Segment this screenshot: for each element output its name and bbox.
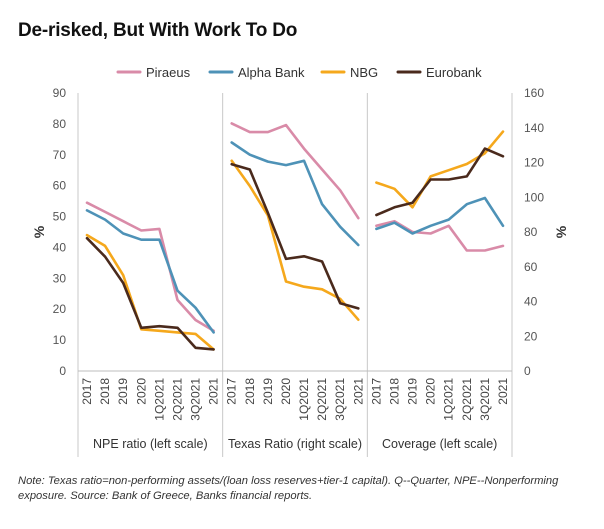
category-label: 2021 [351,378,365,405]
series-line-nbg-group-2 [230,159,360,322]
right-tick-label: 0 [524,364,531,378]
category-label: 3Q2021 [333,378,347,421]
right-tick-label: 80 [524,225,538,239]
category-label: 2Q2021 [171,378,185,421]
x-axis-labels: 2017 2018 2019 2020 1Q2021 2Q2021 3Q2021 2021 NP… [80,378,510,451]
left-axis-label: % [31,225,47,238]
legend-label-eurobank: Eurobank [426,65,482,80]
left-tick-label: 0 [59,364,66,378]
series-line-piraeus-group-2 [230,122,360,220]
right-axis-label: % [553,225,569,238]
category-label: 2019 [261,378,275,405]
chart-title: De-risked, But With Work To Do [18,20,298,41]
series-line-eurobank-group-1 [85,236,215,351]
series-line-eurobank-group-2 [230,162,360,310]
series-line-piraeus-group-1 [85,201,215,333]
left-tick-label: 90 [53,86,67,100]
right-tick-label: 100 [524,190,544,204]
category-label: 3Q2021 [478,378,492,421]
right-tick-label: 140 [524,121,544,135]
legend-label-alpha-bank: Alpha Bank [238,65,305,80]
left-tick-label: 60 [53,179,67,193]
category-label: 2020 [279,378,293,405]
category-label: 2021 [496,378,510,405]
right-tick-label: 120 [524,156,544,170]
category-label: 1Q2021 [152,378,166,421]
category-label: 2020 [134,378,148,405]
chart-note: Note: Texas ratio=non-performing assets/… [18,475,559,502]
category-label: 2Q2021 [460,378,474,421]
category-label: 2017 [369,378,383,405]
series-line-alpha-bank-group-3 [375,196,505,235]
axes: 0 10 20 30 40 50 60 70 80 90 0 20 40 60 80 100 120 140 160… [31,86,569,378]
left-tick-label: 10 [53,333,67,347]
right-tick-label: 40 [524,295,538,309]
category-label: 2019 [116,378,130,405]
category-label: 2019 [406,378,420,405]
category-label: 2021 [207,378,221,405]
category-label: 2Q2021 [315,378,329,421]
group-label: NPE ratio (left scale) [93,437,208,451]
legend-label-piraeus: Piraeus [146,65,191,80]
right-tick-label: 60 [524,260,538,274]
left-tick-label: 40 [53,240,67,254]
series-line-nbg-group-1 [85,233,215,351]
category-label: 3Q2021 [189,378,203,421]
series-line-alpha-bank-group-1 [85,209,215,334]
category-label: 2018 [243,378,257,405]
legend-label-nbg: NBG [350,65,378,80]
group-dividers [77,93,513,457]
group-label: Texas Ratio (right scale) [228,437,362,451]
series-line-eurobank-group-3 [375,147,505,217]
category-label: 2017 [80,378,94,405]
group-label: Coverage (left scale) [382,437,497,451]
series-line-piraeus-group-3 [375,219,505,252]
left-tick-label: 20 [53,302,67,316]
series-line-nbg-group-3 [375,130,505,209]
category-label: 2017 [225,378,239,405]
category-label: 2018 [388,378,402,405]
right-tick-label: 160 [524,86,544,100]
left-tick-label: 30 [53,271,67,285]
left-tick-label: 50 [53,210,67,224]
left-tick-label: 70 [53,148,67,162]
category-label: 2020 [424,378,438,405]
category-label: 1Q2021 [297,378,311,421]
legend: Piraeus Alpha Bank NBG Eurobank [116,65,482,80]
category-label: 2018 [98,378,112,405]
series-line-alpha-bank-group-2 [230,141,360,247]
right-tick-label: 20 [524,329,538,343]
series-lines [85,122,505,351]
category-label: 1Q2021 [442,378,456,421]
left-tick-label: 80 [53,117,67,131]
